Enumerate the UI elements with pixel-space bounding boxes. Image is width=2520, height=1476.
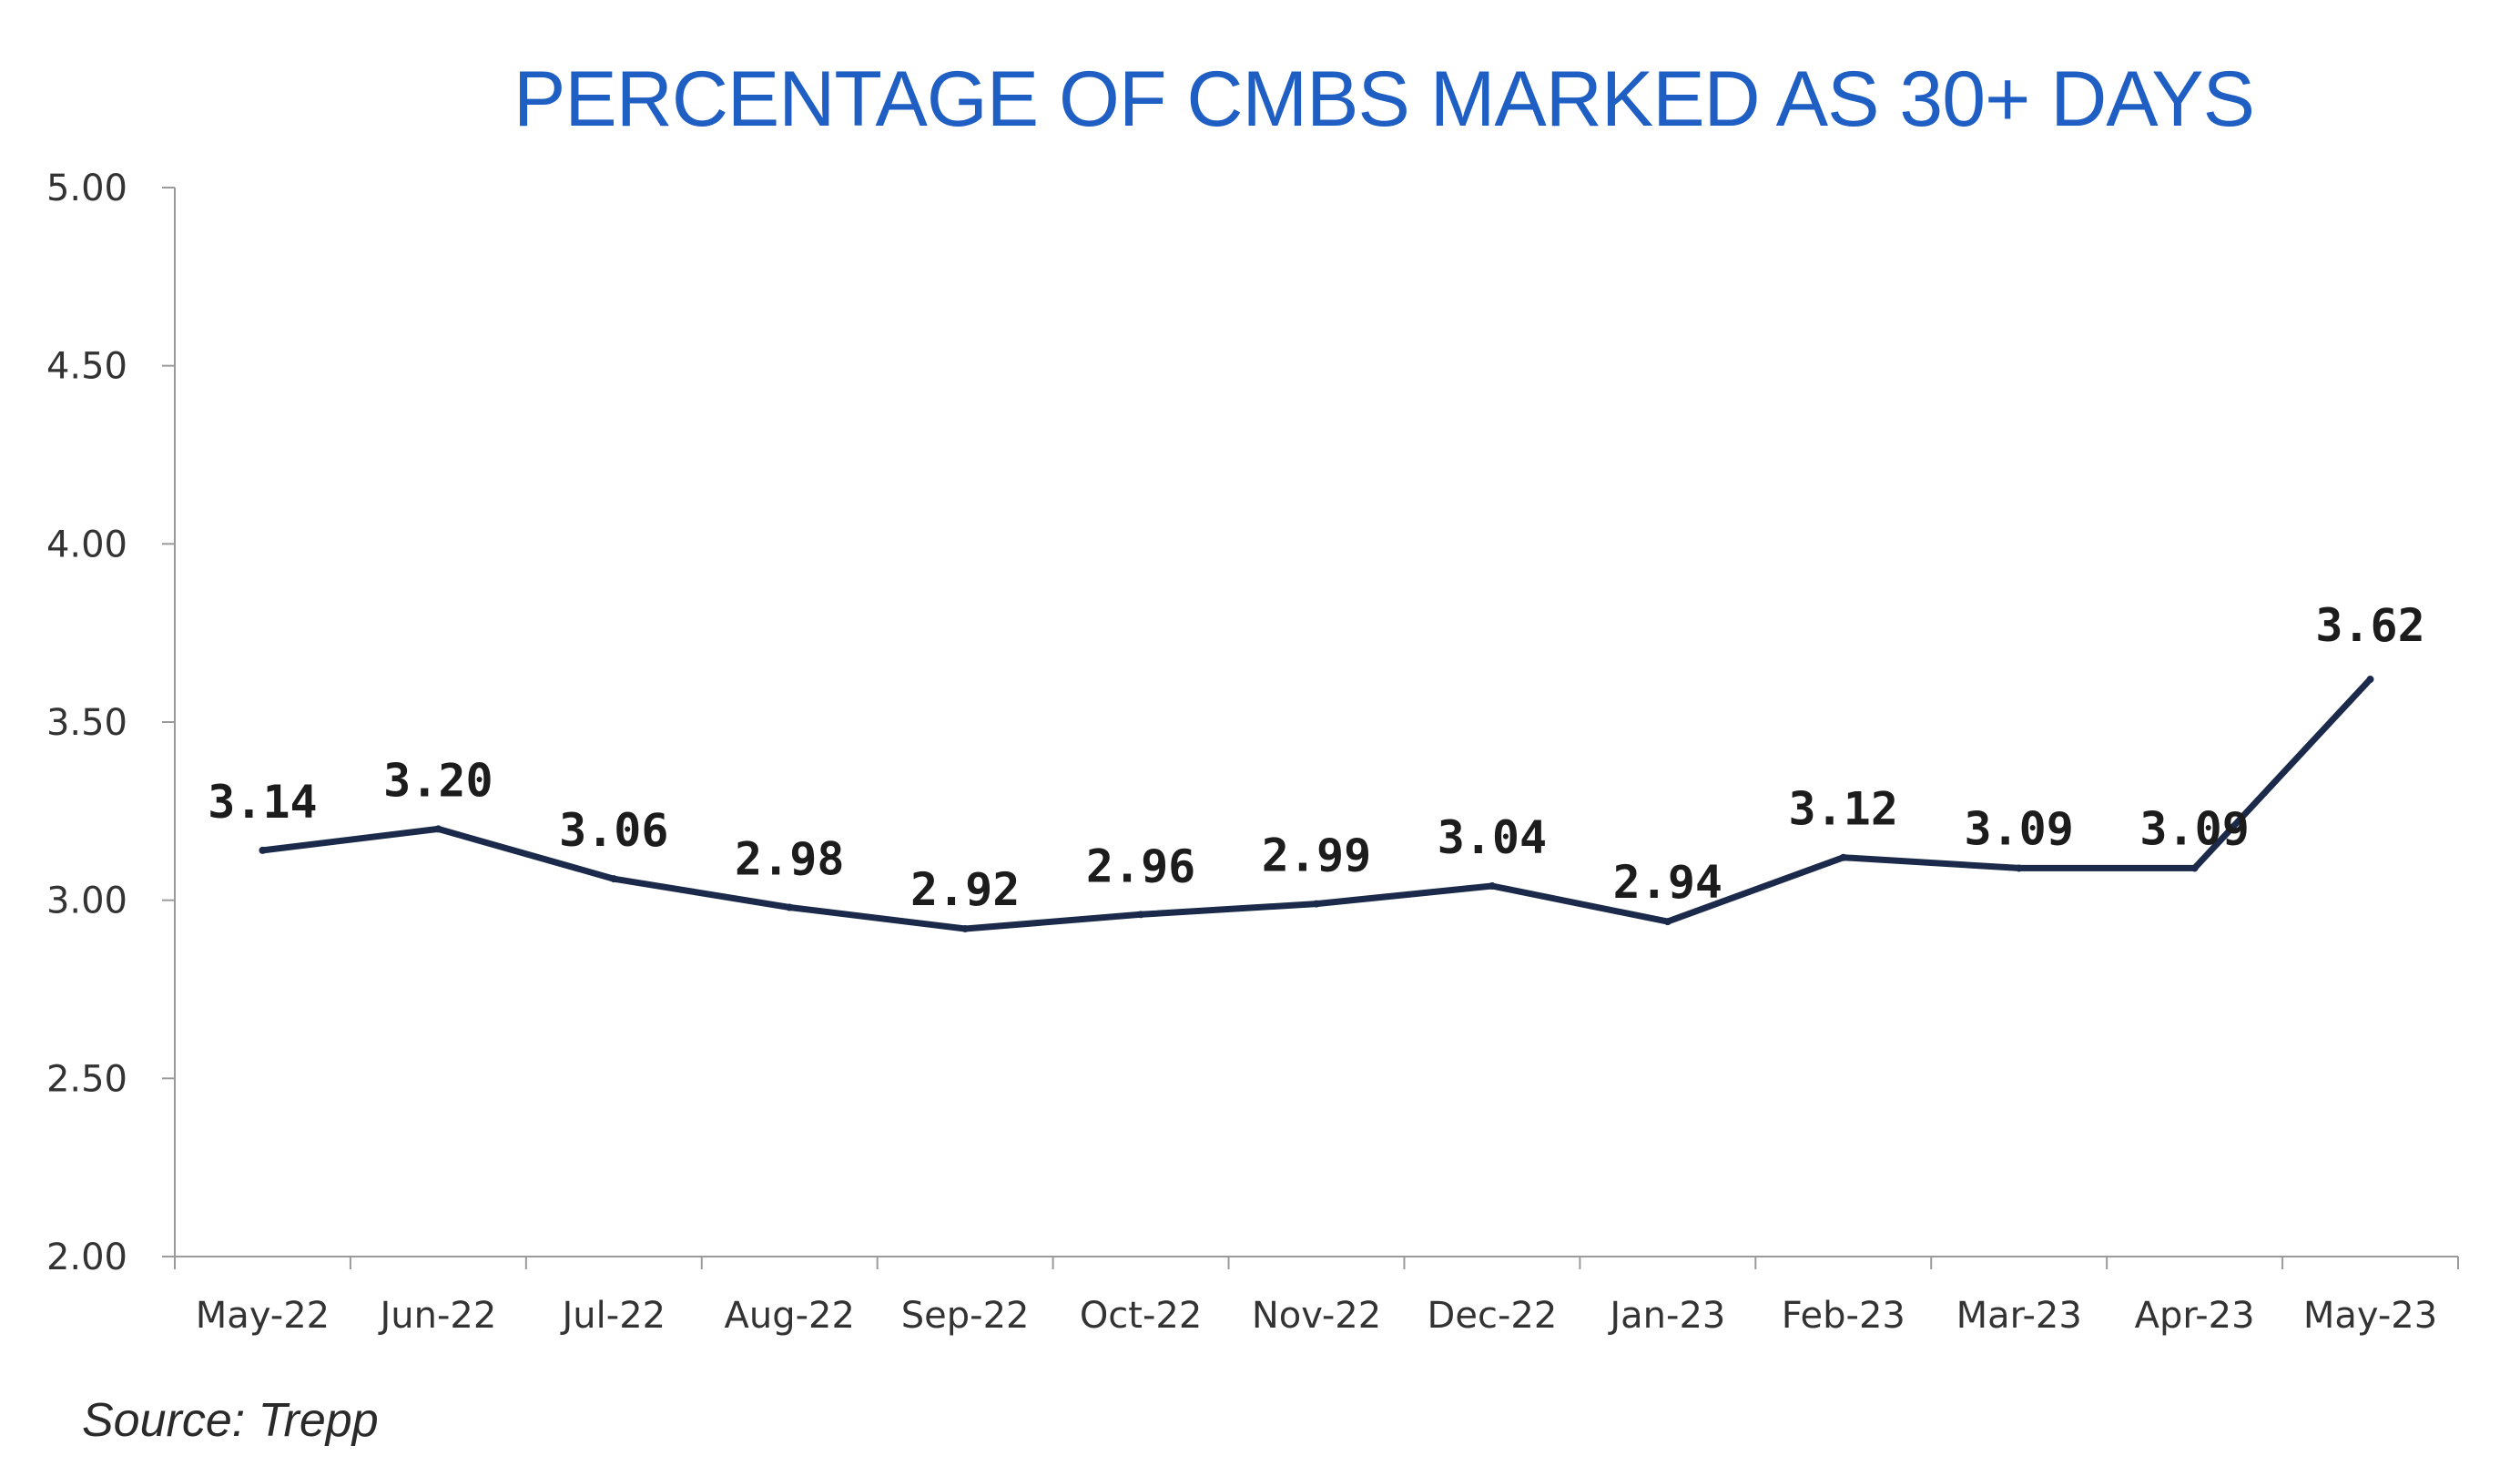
data-label: 3.12 [1789,783,1898,836]
data-point [1137,911,1145,919]
series-line-group [259,676,2374,932]
x-tick-label: Nov-22 [1252,1295,1381,1337]
x-tick-label: Apr-23 [2135,1295,2255,1337]
data-label: 2.99 [1262,830,1371,882]
data-label: 2.98 [735,832,844,885]
data-point [2366,676,2374,684]
y-tick-label: 2.00 [46,1237,127,1278]
data-label: 3.04 [1438,811,1547,864]
data-label: 3.09 [2139,802,2249,855]
y-tick-label: 4.50 [46,346,127,388]
data-point [2015,864,2023,872]
data-point [961,924,970,932]
data-label: 3.20 [383,754,493,807]
x-tick-label: Jan-23 [1607,1295,1725,1337]
data-label: 3.14 [208,776,317,829]
data-point [786,903,794,911]
x-tick-label: Feb-23 [1782,1295,1905,1337]
data-label: 2.94 [1613,856,1722,909]
y-tick-label: 3.00 [46,881,127,922]
y-tick-label: 3.50 [46,702,127,744]
x-tick-label: Mar-23 [1956,1295,2082,1337]
x-axis: May-22 Jun-22 Jul-22 Aug-22 Sep-22 Oct-22 Nov-… [174,1256,2459,1337]
data-point [1488,882,1496,891]
y-axis: 2.00 2.50 3.00 3.50 4.00 4.50 5.00 [46,168,176,1278]
x-tick-label: Jul-22 [560,1295,666,1337]
data-label: 2.92 [910,863,1020,916]
data-point [259,846,267,854]
x-tick-label: Jun-22 [377,1295,496,1337]
source-note: Source: Trepp [82,1394,379,1447]
y-tick-label: 2.50 [46,1058,127,1100]
x-tick-label: Dec-22 [1428,1295,1558,1337]
data-point [2190,864,2199,872]
data-point [610,875,618,883]
data-label: 3.06 [559,804,668,857]
x-tick-label: Oct-22 [1080,1295,1203,1337]
data-point [1663,918,1672,926]
data-point [434,825,442,833]
x-tick-label: May-23 [2303,1295,2437,1337]
data-point [1839,853,1847,861]
y-tick-label: 5.00 [46,168,127,209]
data-labels: 3.14 3.20 3.06 2.98 2.92 2.96 2.99 3.04 2.94 3.12… [208,599,2424,916]
chart-title: PERCENTAGE OF CMBS MARKED AS 30+ DAYS [513,56,2254,143]
data-label: 2.96 [1086,840,1195,892]
data-label: 3.62 [2315,599,2424,652]
data-point [1313,900,1320,908]
x-tick-label: May-22 [196,1295,330,1337]
x-tick-label: Sep-22 [901,1295,1030,1337]
x-tick-label: Aug-22 [725,1295,855,1337]
y-tick-label: 4.00 [46,524,127,565]
data-label: 3.09 [1964,802,2073,855]
